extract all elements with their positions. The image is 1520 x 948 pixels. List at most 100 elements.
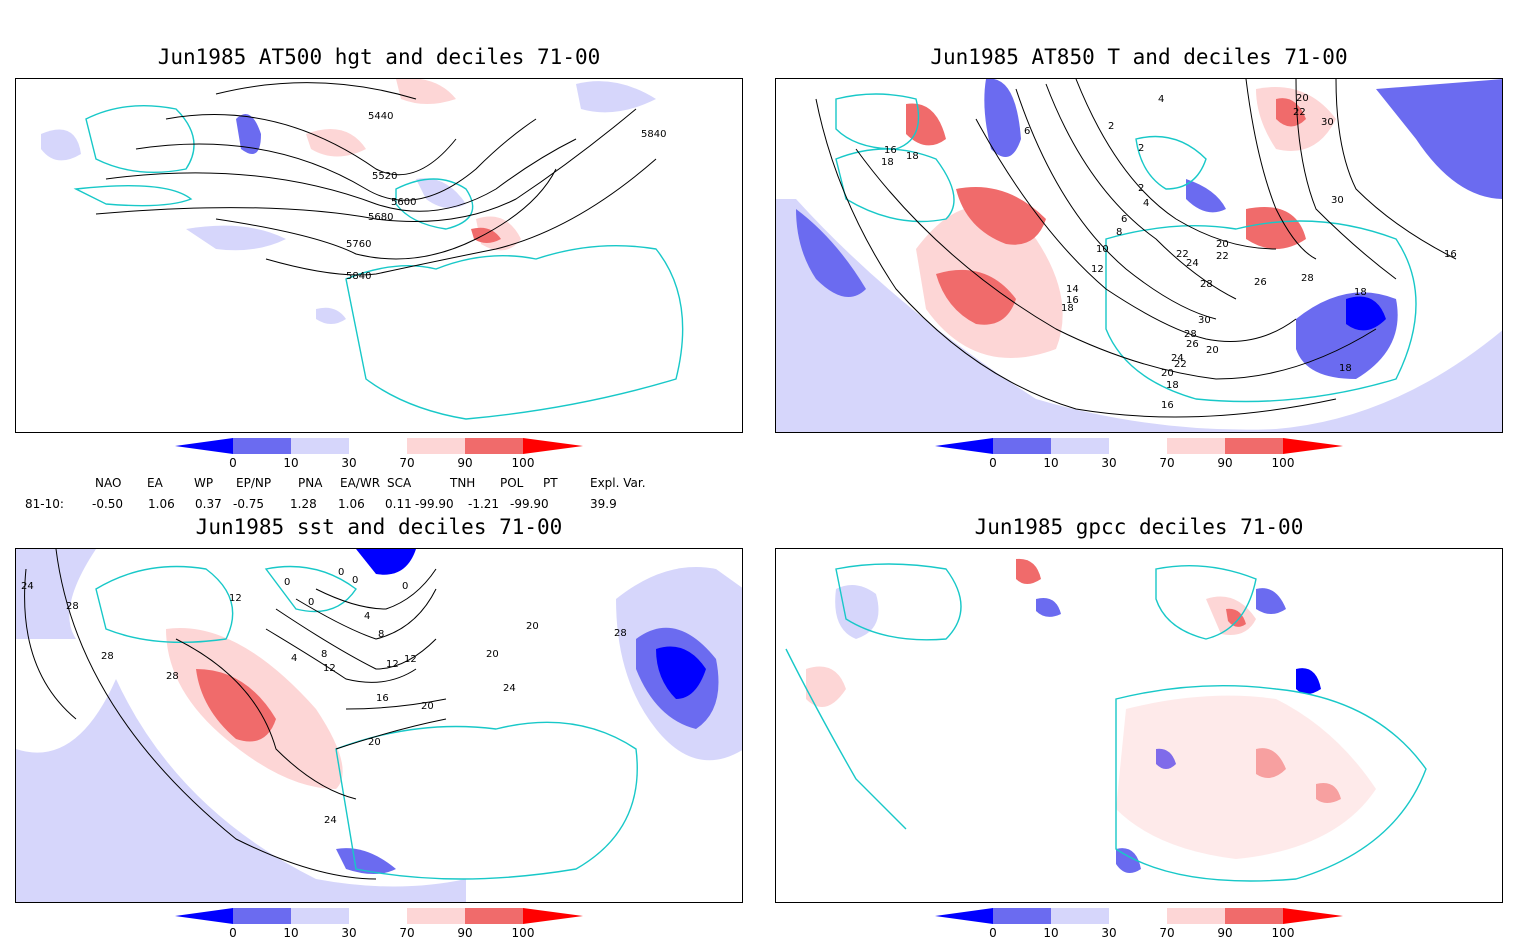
coastline [264, 565, 357, 613]
panel-title-sst: Jun1985 sst and deciles 71-00 [195, 515, 563, 539]
contour-label: 16 [1161, 400, 1174, 411]
contour-label: 30 [1321, 117, 1334, 128]
contour-line [1015, 88, 1217, 320]
contour-label: 2 [1138, 183, 1144, 194]
shade-high-90-100 [1246, 207, 1306, 249]
contour-label: 12 [229, 593, 242, 604]
contour-label: 18 [1166, 380, 1179, 391]
shade-low-0-10 [1256, 588, 1286, 614]
colorbar-tick: 30 [341, 926, 357, 940]
contour-line [215, 82, 417, 100]
colorbar-tick: 10 [283, 926, 299, 940]
colorbar-cell [233, 438, 291, 454]
colorbar-cell [465, 438, 523, 454]
index-header: PNA [298, 476, 323, 490]
index-header: POL [500, 476, 524, 490]
colorbar-arrow-left [175, 438, 233, 454]
index-header: EP/NP [236, 476, 272, 490]
map-z500: 5440 5520 5600 5680 5760 5840 5840 [16, 79, 684, 432]
shade-low-10-30 [41, 129, 81, 161]
contour-label: 18 [881, 157, 894, 168]
contour-line [1245, 79, 1317, 260]
contour-label: 16 [884, 145, 897, 156]
shade-high-70-90 [306, 129, 366, 157]
contour-label: 28 [66, 601, 79, 612]
colorbar-graphic [935, 438, 1343, 454]
colorbar-cell [1225, 908, 1283, 924]
contour-label: 4 [1143, 198, 1149, 209]
map-sst: 24 28 28 28 0 0 0 0 4 4 8 8 12 12 12 16 … [16, 549, 742, 902]
contour-line [95, 108, 637, 222]
contour-label: 28 [1301, 273, 1314, 284]
contour-line [105, 138, 577, 212]
contour-label: 8 [1116, 227, 1122, 238]
colorbar-cell [407, 438, 465, 454]
index-value: -0.50 [92, 497, 124, 511]
contour-label: 5760 [346, 239, 371, 250]
contour-line [24, 568, 77, 720]
contour-label: 20 [368, 737, 381, 748]
index-value: 39.9 [590, 497, 617, 511]
map-panel-z500: 5440 5520 5600 5680 5760 5840 5840 [15, 78, 743, 433]
contour-label: 0 [352, 575, 358, 586]
contour-line [1045, 83, 1237, 300]
colorbar-arrow-right [523, 438, 583, 454]
shade-high-90-100 [936, 269, 1016, 325]
coastline [1105, 220, 1417, 403]
colorbar-cell [465, 908, 523, 924]
colorbar-tick: 100 [1271, 456, 1295, 470]
contour-label: 5840 [346, 271, 371, 282]
colorbar-z500: 0 10 30 70 90 100 [175, 438, 595, 478]
contour-label: 26 [1186, 339, 1199, 350]
index-header: WP [194, 476, 214, 490]
contour-line [1075, 79, 1277, 250]
coastline [95, 565, 234, 644]
contour-label: 5520 [372, 171, 397, 182]
index-value: 1.06 [338, 497, 365, 511]
shade-low-10-30 [16, 549, 96, 639]
contour-label: 2 [1138, 143, 1144, 154]
colorbar-arrow-right [1283, 908, 1343, 924]
contour-line [55, 549, 377, 880]
contour-label: 24 [503, 683, 516, 694]
colorbar-gpcc: 0 10 30 70 90 100 [935, 908, 1355, 948]
colorbar-arrow-right [1283, 438, 1343, 454]
coastline [335, 721, 638, 880]
index-value: -99.90 [510, 497, 549, 511]
coastline [73, 184, 193, 207]
contour-label: 20 [1216, 239, 1229, 250]
contour-label: 5440 [368, 111, 393, 122]
contour-label: 20 [421, 701, 434, 712]
colorbar-cell [291, 438, 349, 454]
colorbar-tick: 90 [457, 456, 473, 470]
index-header: TNH [450, 476, 476, 490]
colorbar-graphic [175, 908, 583, 924]
contour-label: 18 [1339, 363, 1352, 374]
colorbar-arrow-left [175, 908, 233, 924]
colorbar-cell [407, 908, 465, 924]
shade-high-70-90 [1116, 695, 1376, 859]
colorbar-tick: 30 [1101, 456, 1117, 470]
shade-low-10-30 [416, 178, 466, 208]
contour-label: 24 [1186, 258, 1199, 269]
index-value: 0.37 [195, 497, 222, 511]
colorbar-tick: 100 [1271, 926, 1295, 940]
shade-high-70-90 [396, 79, 456, 104]
shade-low-0-10 [1036, 598, 1061, 617]
contour-label: 18 [1061, 303, 1074, 314]
contour-label: 0 [284, 577, 290, 588]
contour-label: 4 [291, 653, 297, 664]
contour-label: 22 [1176, 249, 1189, 260]
map-gpcc [785, 558, 1427, 882]
contour-label: 0 [308, 597, 314, 608]
colorbar-tick: 90 [457, 926, 473, 940]
colorbar-tick: 70 [1159, 456, 1175, 470]
shade-high-90-100 [956, 187, 1046, 245]
colorbar-cell [1051, 438, 1109, 454]
contour-label: 12 [1091, 264, 1104, 275]
contour-label: 28 [166, 671, 179, 682]
contour-line [345, 698, 447, 710]
shade-low-10-30 [835, 585, 879, 639]
contour-line [275, 608, 437, 670]
index-value: -1.21 [468, 497, 500, 511]
